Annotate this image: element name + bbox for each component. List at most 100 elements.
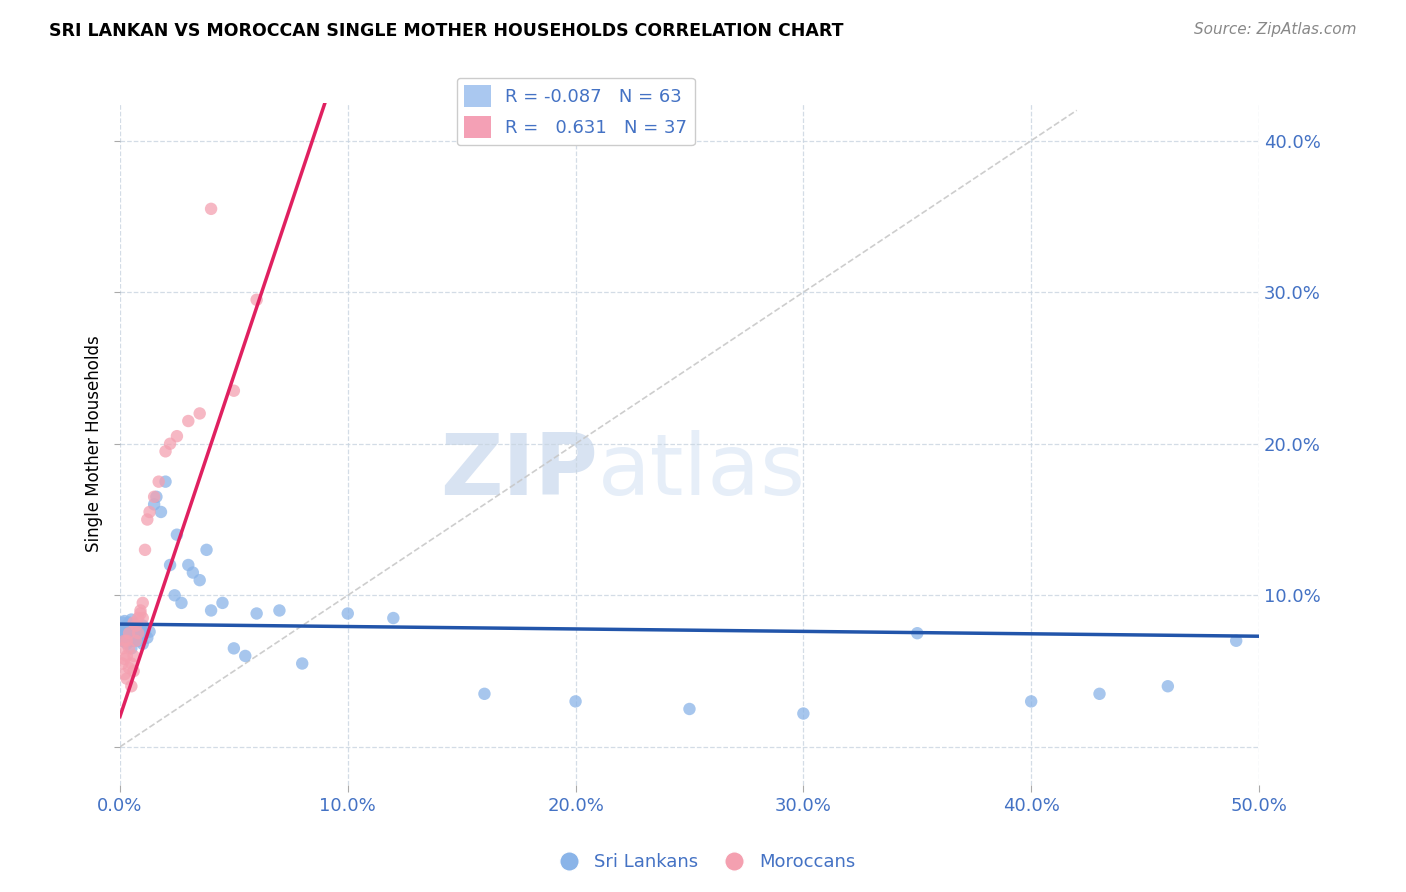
Point bbox=[564, 694, 586, 708]
Point bbox=[166, 429, 188, 443]
Point bbox=[120, 657, 142, 671]
Point bbox=[122, 633, 145, 648]
Point bbox=[170, 596, 193, 610]
Point bbox=[181, 566, 204, 580]
Point bbox=[155, 444, 177, 458]
Point bbox=[118, 626, 141, 640]
Point bbox=[125, 629, 148, 643]
Point bbox=[127, 624, 149, 639]
Point bbox=[111, 657, 134, 671]
Point bbox=[138, 624, 160, 639]
Point bbox=[125, 618, 148, 632]
Point bbox=[129, 607, 152, 621]
Point bbox=[111, 615, 134, 630]
Point bbox=[1225, 633, 1247, 648]
Point bbox=[177, 558, 200, 572]
Point bbox=[166, 527, 188, 541]
Point bbox=[118, 641, 141, 656]
Point bbox=[143, 497, 166, 511]
Point bbox=[792, 706, 814, 721]
Point bbox=[120, 613, 142, 627]
Point bbox=[111, 633, 134, 648]
Point bbox=[115, 637, 138, 651]
Point bbox=[291, 657, 314, 671]
Point bbox=[120, 679, 142, 693]
Point bbox=[134, 542, 156, 557]
Point bbox=[118, 661, 141, 675]
Point bbox=[163, 588, 186, 602]
Point bbox=[127, 626, 149, 640]
Point bbox=[120, 622, 142, 636]
Point bbox=[127, 633, 149, 648]
Point bbox=[114, 652, 136, 666]
Point bbox=[134, 626, 156, 640]
Point bbox=[122, 617, 145, 632]
Point bbox=[115, 618, 138, 632]
Point bbox=[200, 603, 222, 617]
Point bbox=[905, 626, 928, 640]
Point bbox=[1157, 679, 1180, 693]
Point bbox=[129, 603, 152, 617]
Point bbox=[136, 512, 159, 526]
Point bbox=[336, 607, 359, 621]
Point bbox=[177, 414, 200, 428]
Point bbox=[120, 641, 142, 656]
Y-axis label: Single Mother Households: Single Mother Households bbox=[86, 335, 103, 552]
Point bbox=[118, 615, 141, 630]
Point bbox=[1019, 694, 1042, 708]
Point bbox=[115, 633, 138, 648]
Text: Source: ZipAtlas.com: Source: ZipAtlas.com bbox=[1194, 22, 1357, 37]
Point bbox=[474, 687, 496, 701]
Point bbox=[127, 611, 149, 625]
Point bbox=[115, 628, 138, 642]
Point bbox=[246, 293, 269, 307]
Point bbox=[132, 628, 155, 642]
Point bbox=[211, 596, 233, 610]
Point bbox=[118, 633, 141, 648]
Point bbox=[120, 631, 142, 645]
Point bbox=[678, 702, 700, 716]
Point bbox=[155, 475, 177, 489]
Point bbox=[382, 611, 405, 625]
Point bbox=[148, 475, 170, 489]
Point bbox=[269, 603, 291, 617]
Point bbox=[114, 633, 136, 648]
Point bbox=[122, 626, 145, 640]
Point bbox=[233, 648, 256, 663]
Point bbox=[132, 596, 155, 610]
Text: ZIP: ZIP bbox=[440, 430, 599, 513]
Text: SRI LANKAN VS MOROCCAN SINGLE MOTHER HOUSEHOLDS CORRELATION CHART: SRI LANKAN VS MOROCCAN SINGLE MOTHER HOU… bbox=[49, 22, 844, 40]
Point bbox=[188, 407, 211, 421]
Point bbox=[111, 626, 134, 640]
Point bbox=[122, 615, 145, 630]
Point bbox=[159, 558, 181, 572]
Point bbox=[222, 641, 245, 656]
Point bbox=[114, 667, 136, 681]
Point bbox=[114, 631, 136, 645]
Point bbox=[222, 384, 245, 398]
Point bbox=[114, 614, 136, 628]
Point bbox=[125, 620, 148, 634]
Point bbox=[129, 631, 152, 645]
Point bbox=[111, 622, 134, 636]
Point bbox=[1088, 687, 1111, 701]
Point bbox=[145, 490, 167, 504]
Point bbox=[132, 637, 155, 651]
Point bbox=[200, 202, 222, 216]
Legend: Sri Lankans, Moroccans: Sri Lankans, Moroccans bbox=[543, 847, 863, 879]
Point bbox=[138, 505, 160, 519]
Point bbox=[246, 607, 269, 621]
Point bbox=[143, 490, 166, 504]
Point bbox=[118, 623, 141, 637]
Point bbox=[132, 611, 155, 625]
Text: atlas: atlas bbox=[599, 430, 807, 513]
Point bbox=[129, 622, 152, 636]
Point bbox=[195, 542, 218, 557]
Point bbox=[149, 505, 172, 519]
Point bbox=[111, 641, 134, 656]
Point bbox=[188, 573, 211, 587]
Point bbox=[159, 436, 181, 450]
Point bbox=[125, 633, 148, 648]
Point bbox=[132, 618, 155, 632]
Point bbox=[115, 648, 138, 663]
